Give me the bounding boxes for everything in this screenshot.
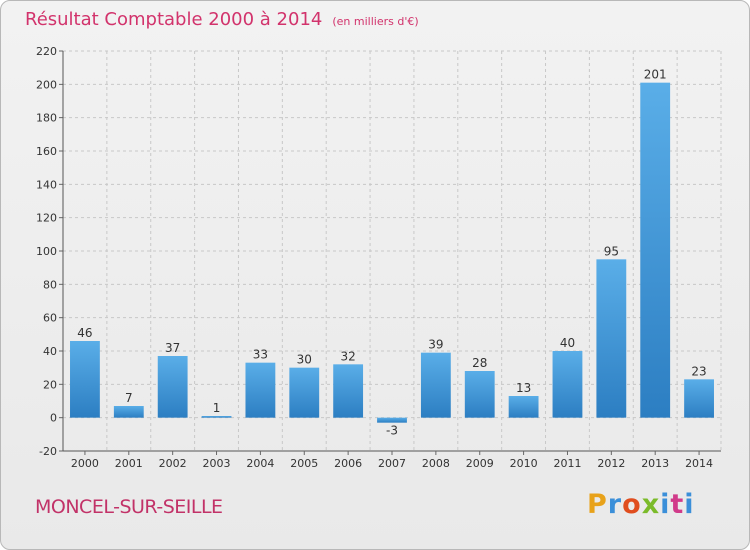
value-label: 7 <box>125 391 133 405</box>
value-label: 28 <box>472 356 487 370</box>
x-tick-label: 2009 <box>466 457 494 470</box>
value-label: 13 <box>516 381 531 395</box>
logo-letter: o <box>622 489 642 520</box>
value-label: 46 <box>77 326 92 340</box>
y-tick-label: 60 <box>43 312 57 325</box>
logo-letter: x <box>641 489 661 520</box>
chart-title: Résultat Comptable 2000 à 2014 (en millie… <box>25 9 419 30</box>
y-tick-label: 140 <box>36 178 57 191</box>
bar <box>420 352 451 418</box>
bar <box>684 379 714 418</box>
bar <box>333 364 364 418</box>
x-tick-label: 2000 <box>71 457 99 470</box>
y-tick-label: 100 <box>36 245 57 258</box>
chart-title-text: Résultat Comptable 2000 à 2014 <box>25 9 323 30</box>
bar <box>596 259 627 418</box>
x-tick-label: 2014 <box>685 457 713 470</box>
value-label: 40 <box>560 336 575 350</box>
y-tick-label: 80 <box>43 278 57 291</box>
x-tick-label: 2007 <box>378 457 406 470</box>
value-label: -3 <box>386 424 398 438</box>
bar <box>289 367 320 418</box>
value-label: 1 <box>213 401 221 415</box>
y-tick-label: 220 <box>36 45 57 58</box>
bar <box>157 356 188 418</box>
bar <box>201 416 232 418</box>
location-label: MONCEL-SUR-SEILLE <box>35 496 223 518</box>
bar <box>552 351 583 418</box>
x-tick-label: 2008 <box>422 457 450 470</box>
bars <box>70 82 714 423</box>
y-tick-label: 20 <box>43 378 57 391</box>
value-label: 23 <box>691 364 706 378</box>
value-label: 39 <box>428 338 443 352</box>
bar <box>640 82 671 418</box>
value-label: 95 <box>604 244 619 258</box>
labels: 46 7 37 1 33 30 32 -3 39 28 13 40 95 201 23 <box>77 68 706 438</box>
x-tick-label: 2010 <box>510 457 538 470</box>
x-tick-label: 2004 <box>246 457 274 470</box>
y-tick-label: -20 <box>39 445 57 458</box>
y-tick-label: 160 <box>36 145 57 158</box>
value-label: 37 <box>165 341 180 355</box>
y-tick-label: 0 <box>50 412 57 425</box>
y-tick-label: 180 <box>36 112 57 125</box>
x-tick-label: 2013 <box>641 457 669 470</box>
chart-subtitle: (en milliers d'€) <box>332 15 419 28</box>
logo-letter: P <box>587 489 608 520</box>
bar <box>464 371 495 418</box>
value-label: 201 <box>644 68 667 82</box>
y-tick-label: 200 <box>36 78 57 91</box>
bar <box>113 406 144 418</box>
bar <box>377 417 407 423</box>
logo-letter: t <box>670 489 685 520</box>
x-tick-label: 2003 <box>203 457 231 470</box>
value-label: 30 <box>297 353 312 367</box>
bar <box>508 396 539 418</box>
x-tick-label: 2006 <box>334 457 362 470</box>
proxiti-logo: Proxiti <box>587 489 695 520</box>
bar <box>70 341 100 418</box>
logo-letter: i <box>660 489 671 520</box>
x-tick-label: 2011 <box>553 457 581 470</box>
bar <box>245 362 276 418</box>
value-label: 32 <box>340 349 355 363</box>
y-tick-label: 120 <box>36 212 57 225</box>
x-tick-label: 2001 <box>115 457 143 470</box>
logo-letter: i <box>684 489 695 520</box>
value-label: 33 <box>253 348 268 362</box>
y-tick-label: 40 <box>43 345 57 358</box>
x-tick-label: 2002 <box>159 457 187 470</box>
logo-letter: r <box>607 489 623 520</box>
x-tick-label: 2012 <box>597 457 625 470</box>
x-tick-label: 2005 <box>290 457 318 470</box>
